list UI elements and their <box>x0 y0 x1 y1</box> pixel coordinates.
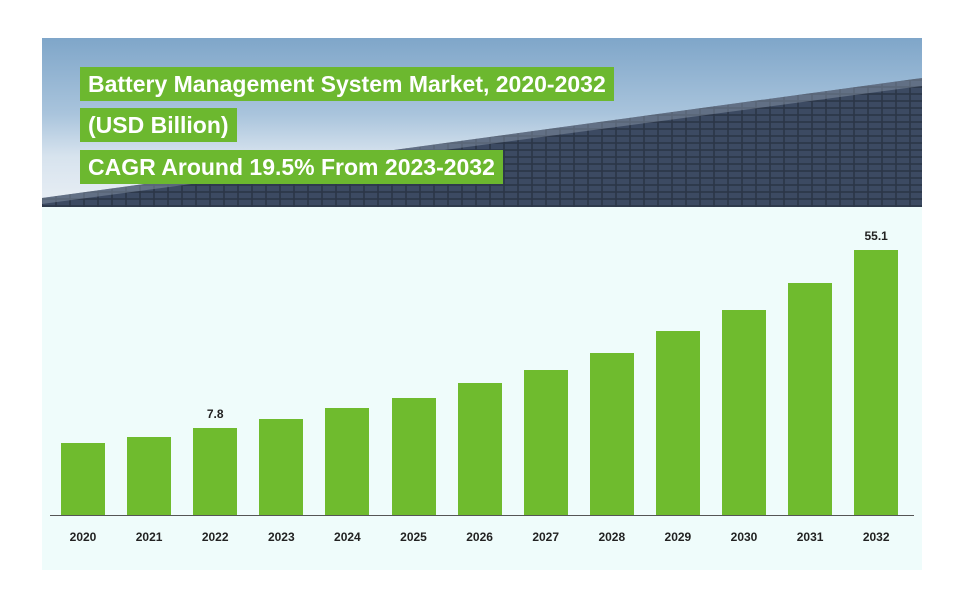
bar-2030 <box>722 309 766 515</box>
chart-unit: (USD Billion) <box>80 108 237 142</box>
bar-2029 <box>655 330 700 515</box>
bar-2020 <box>61 443 105 515</box>
bar-2027 <box>523 370 568 515</box>
x-tick-label: 2029 <box>664 530 692 544</box>
bar-2032 <box>854 250 899 515</box>
x-tick-label: 2022 <box>201 530 229 544</box>
x-tick-label: 2025 <box>400 530 427 544</box>
bar-2025 <box>391 397 436 515</box>
bar-2024 <box>325 408 370 515</box>
solar-panel-banner: Battery Management System Market, 2020-2… <box>42 38 922 207</box>
bar-2031 <box>788 283 833 515</box>
bar-2021 <box>127 437 172 515</box>
bar-2026 <box>457 382 502 515</box>
x-axis-line <box>50 515 914 516</box>
bar-chart: 2020 2021 2022 7.8 2023 2024 2025 2026 2027 2028 2… <box>42 207 922 570</box>
x-tick-label: 2024 <box>334 530 361 544</box>
x-tick-label: 2031 <box>796 530 824 544</box>
x-tick-label: 2032 <box>862 530 890 544</box>
data-label-2022: 7.8 <box>206 407 224 422</box>
bar-2023 <box>259 419 304 515</box>
bar-2028 <box>589 353 634 515</box>
x-tick-label: 2026 <box>466 530 493 544</box>
bar-2022 <box>193 428 238 515</box>
x-tick-label: 2027 <box>532 530 560 544</box>
x-tick-label: 2020 <box>69 530 97 544</box>
x-tick-label: 2021 <box>135 530 163 544</box>
x-tick-label: 2028 <box>598 530 626 544</box>
chart-title: Battery Management System Market, 2020-2… <box>80 67 614 101</box>
infographic: Battery Management System Market, 2020-2… <box>42 38 922 570</box>
x-tick-label: 2030 <box>730 530 758 544</box>
chart-cagr: CAGR Around 19.5% From 2023-2032 <box>80 150 503 184</box>
x-tick-label: 2023 <box>267 530 295 544</box>
data-label-2032: 55.1 <box>864 229 888 243</box>
